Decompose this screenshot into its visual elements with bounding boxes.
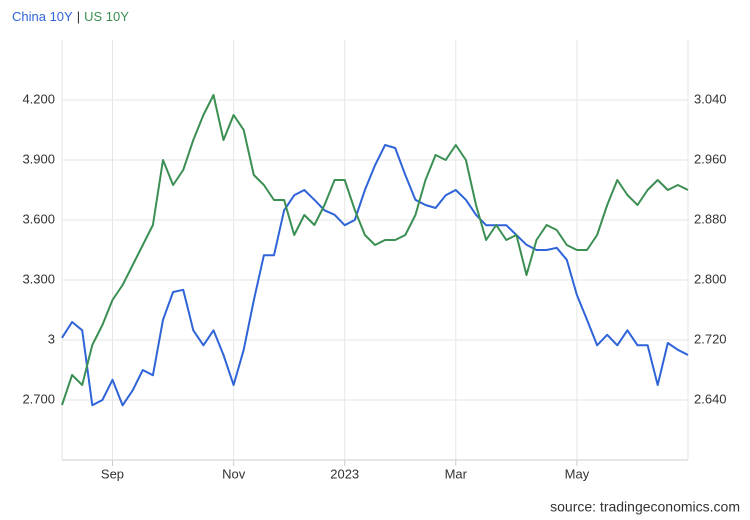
y-tick-label: 4.200	[22, 91, 55, 106]
y-tick-label: 2.700	[22, 391, 55, 406]
x-tick-label: Mar	[445, 466, 468, 481]
y-tick-label: 3	[48, 331, 55, 346]
series-line	[61, 94, 689, 406]
y-tick-label: 3.900	[22, 151, 55, 166]
y-tick-label: 3.040	[694, 91, 727, 106]
y-tick-label: 3.600	[22, 211, 55, 226]
legend: China 10Y | US 10Y	[12, 9, 129, 24]
y-tick-label: 2.800	[694, 271, 727, 286]
legend-separator: |	[77, 9, 80, 24]
legend-entry: US 10Y	[84, 9, 129, 24]
y-tick-label: 3.300	[22, 271, 55, 286]
x-tick-label: Nov	[222, 466, 246, 481]
x-tick-label: May	[565, 466, 590, 481]
legend-entry: China 10Y	[12, 9, 73, 24]
y-tick-label: 2.880	[694, 211, 727, 226]
y-tick-label: 2.640	[694, 391, 727, 406]
series-line	[61, 144, 689, 407]
y-tick-label: 2.960	[694, 151, 727, 166]
x-tick-label: Sep	[101, 466, 124, 481]
x-tick-label: 2023	[330, 466, 359, 481]
source: source: tradingeconomics.com	[550, 499, 740, 515]
y-tick-label: 2.720	[694, 331, 727, 346]
